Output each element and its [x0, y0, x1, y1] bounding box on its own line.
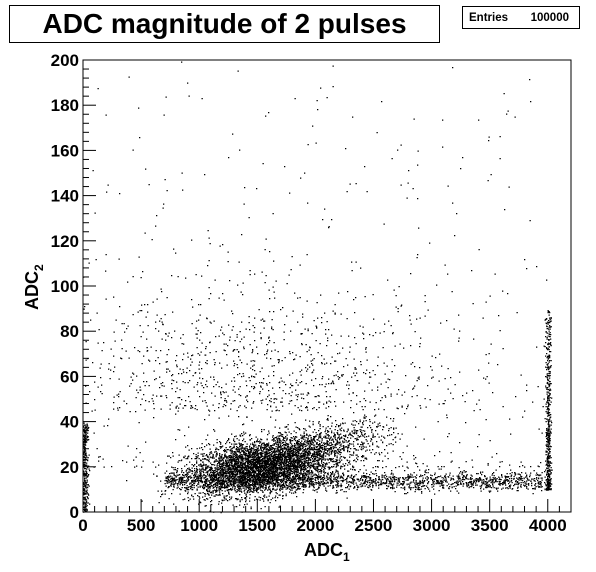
axis-ticks: [82, 59, 572, 513]
chart-title-box: ADC magnitude of 2 pulses: [9, 5, 440, 43]
y-tick-label: 0: [70, 503, 79, 522]
scatter-point-cloud: [83, 61, 553, 514]
y-tick-label: 120: [51, 232, 79, 251]
x-tick-label: 3000: [413, 516, 451, 535]
x-tick-label: 1500: [238, 516, 276, 535]
scatter-points: [83, 61, 553, 514]
y-tick-label: 160: [51, 141, 79, 160]
y-tick-label: 100: [51, 277, 79, 296]
x-tick-label: 3500: [471, 516, 509, 535]
x-tick-label: 4000: [529, 516, 567, 535]
x-tick-label: 2500: [355, 516, 393, 535]
y-tick-label: 140: [51, 187, 79, 206]
x-axis-title: ADC1: [304, 540, 350, 564]
chart-title: ADC magnitude of 2 pulses: [42, 8, 407, 39]
y-tick-label: 200: [51, 51, 79, 70]
y-tick-label: 60: [60, 367, 79, 386]
y-tick-label: 20: [60, 458, 79, 477]
tick-labels: 0 500 1000 1500 2000 2500 3000 3500 4000 0 20 40 60 8…: [51, 51, 567, 535]
x-tick-label: 2000: [296, 516, 334, 535]
y-tick-label: 80: [60, 322, 79, 341]
x-tick-label: 500: [127, 516, 155, 535]
x-tick-label: 1000: [180, 516, 218, 535]
y-tick-label: 40: [60, 413, 79, 432]
stats-box: Entries 100000: [462, 6, 580, 29]
y-tick-label: 180: [51, 96, 79, 115]
stats-entries-value: 100000: [530, 11, 569, 24]
stats-entries-label: Entries: [469, 11, 508, 24]
y-axis-title: ADC2: [22, 264, 46, 310]
x-tick-label: 0: [78, 516, 87, 535]
